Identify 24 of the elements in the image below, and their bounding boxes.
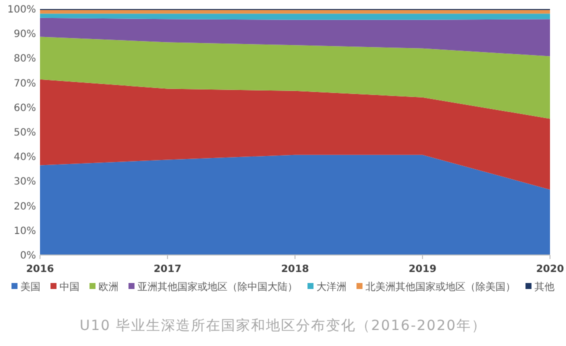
y-tick-label: 80%: [14, 54, 36, 65]
legend-label: 北美洲其他国家或地区（除美国）: [366, 281, 516, 293]
legend-label: 其他: [534, 281, 554, 293]
x-tick-label: 2020: [536, 264, 564, 275]
y-tick-label: 100%: [7, 4, 36, 16]
y-tick-label: 0%: [20, 250, 36, 262]
y-tick-label: 20%: [14, 201, 36, 212]
y-tick-label: 30%: [14, 176, 36, 188]
x-tick-label: 2016: [26, 264, 54, 275]
y-tick-label: 70%: [14, 78, 36, 90]
x-tick-label: 2019: [408, 264, 436, 275]
y-tick-label: 10%: [14, 226, 36, 237]
y-tick-label: 90%: [14, 29, 36, 40]
y-tick-label: 60%: [14, 102, 36, 114]
legend-label: 欧洲: [98, 281, 118, 293]
x-tick-label: 2017: [154, 264, 182, 275]
legend-label: 大洋洲: [316, 281, 346, 293]
text: U10 毕业生深造所在国家和地区分布变化（2016-2020年）: [80, 318, 486, 334]
legend-label: 美国: [20, 281, 40, 293]
legend-label: 亚洲其他国家或地区（除中国大陆）: [138, 281, 298, 293]
legend-label: 中国: [60, 281, 80, 293]
y-tick-label: 40%: [14, 152, 36, 164]
x-tick-label: 2018: [281, 264, 309, 275]
y-tick-label: 50%: [14, 128, 36, 138]
